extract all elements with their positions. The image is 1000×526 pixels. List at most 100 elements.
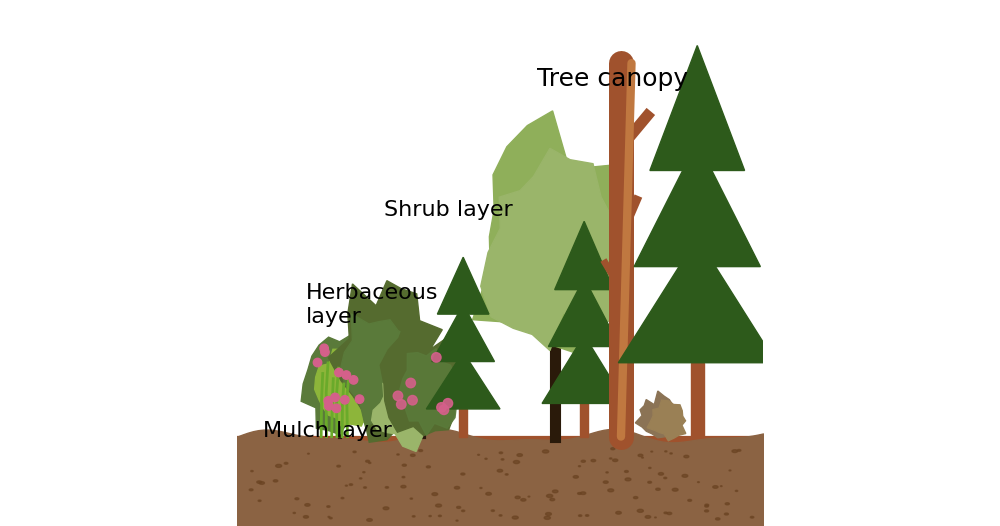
Ellipse shape	[397, 454, 399, 455]
Polygon shape	[341, 314, 414, 427]
Ellipse shape	[337, 466, 340, 467]
Circle shape	[349, 376, 358, 384]
Ellipse shape	[729, 470, 731, 471]
Polygon shape	[432, 305, 494, 361]
Ellipse shape	[383, 507, 389, 510]
Ellipse shape	[664, 477, 667, 479]
Ellipse shape	[512, 516, 518, 519]
Ellipse shape	[732, 450, 738, 452]
Circle shape	[341, 396, 349, 404]
Ellipse shape	[705, 510, 709, 512]
Ellipse shape	[656, 488, 660, 490]
Text: Tree canopy: Tree canopy	[537, 67, 688, 91]
Ellipse shape	[461, 473, 465, 475]
Ellipse shape	[580, 492, 586, 494]
Ellipse shape	[610, 458, 612, 459]
Circle shape	[432, 352, 441, 362]
Ellipse shape	[606, 472, 608, 473]
Ellipse shape	[429, 515, 431, 517]
Circle shape	[324, 397, 332, 405]
Ellipse shape	[682, 474, 688, 477]
Circle shape	[313, 358, 322, 367]
Circle shape	[443, 399, 453, 408]
Ellipse shape	[591, 459, 596, 462]
Ellipse shape	[546, 512, 551, 515]
Ellipse shape	[664, 512, 667, 514]
Ellipse shape	[410, 454, 415, 457]
Polygon shape	[650, 46, 745, 170]
Ellipse shape	[486, 492, 491, 495]
Circle shape	[342, 371, 351, 379]
Ellipse shape	[327, 506, 330, 508]
Ellipse shape	[637, 509, 643, 512]
Circle shape	[406, 378, 415, 388]
Ellipse shape	[651, 451, 653, 452]
Polygon shape	[400, 349, 457, 436]
Ellipse shape	[367, 519, 372, 521]
Ellipse shape	[625, 478, 631, 481]
Ellipse shape	[258, 500, 261, 501]
Ellipse shape	[625, 471, 628, 472]
Ellipse shape	[665, 451, 667, 452]
Ellipse shape	[485, 458, 487, 459]
Ellipse shape	[750, 517, 754, 518]
Ellipse shape	[438, 515, 441, 517]
Circle shape	[332, 404, 341, 412]
Ellipse shape	[546, 494, 553, 498]
Ellipse shape	[544, 516, 550, 519]
Polygon shape	[380, 317, 461, 436]
Circle shape	[321, 348, 329, 356]
Ellipse shape	[303, 515, 308, 518]
Text: Mulch layer: Mulch layer	[263, 421, 392, 441]
Ellipse shape	[552, 490, 558, 493]
Ellipse shape	[642, 457, 643, 458]
Circle shape	[325, 402, 333, 410]
Ellipse shape	[284, 462, 288, 464]
Circle shape	[393, 391, 403, 401]
Ellipse shape	[634, 497, 638, 499]
Ellipse shape	[249, 489, 253, 491]
Ellipse shape	[419, 450, 423, 451]
Ellipse shape	[648, 481, 652, 483]
Text: Shrub layer: Shrub layer	[384, 200, 513, 220]
Ellipse shape	[670, 453, 672, 454]
Ellipse shape	[341, 498, 344, 499]
Ellipse shape	[573, 476, 578, 478]
Ellipse shape	[273, 480, 278, 482]
Polygon shape	[473, 111, 623, 355]
Polygon shape	[542, 335, 626, 403]
Ellipse shape	[499, 452, 503, 453]
Ellipse shape	[720, 485, 722, 487]
Ellipse shape	[705, 505, 708, 507]
Polygon shape	[635, 391, 682, 438]
Ellipse shape	[491, 510, 494, 511]
Polygon shape	[372, 377, 433, 451]
Polygon shape	[315, 349, 372, 428]
Ellipse shape	[329, 518, 332, 519]
Ellipse shape	[515, 496, 520, 499]
Ellipse shape	[737, 450, 741, 451]
Ellipse shape	[363, 472, 365, 473]
Ellipse shape	[259, 482, 264, 484]
Ellipse shape	[505, 474, 508, 475]
Circle shape	[437, 402, 446, 412]
Circle shape	[335, 368, 343, 377]
Polygon shape	[459, 409, 467, 437]
Polygon shape	[481, 148, 616, 350]
Polygon shape	[647, 400, 686, 441]
Ellipse shape	[359, 478, 362, 479]
Ellipse shape	[684, 456, 689, 458]
Ellipse shape	[353, 451, 356, 453]
Ellipse shape	[402, 464, 406, 466]
Ellipse shape	[528, 496, 530, 497]
Ellipse shape	[638, 454, 643, 457]
Ellipse shape	[456, 520, 458, 521]
Ellipse shape	[457, 507, 461, 509]
Ellipse shape	[645, 515, 651, 518]
Ellipse shape	[349, 484, 353, 485]
Ellipse shape	[432, 493, 438, 495]
Polygon shape	[618, 238, 776, 363]
Ellipse shape	[513, 460, 520, 463]
Ellipse shape	[658, 472, 664, 475]
Ellipse shape	[293, 512, 295, 513]
